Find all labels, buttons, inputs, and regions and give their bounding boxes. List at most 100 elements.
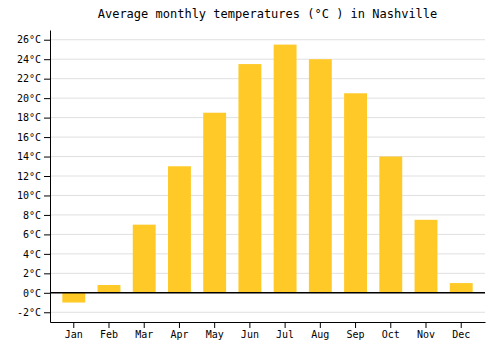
y-tick-label: 16°C [17,132,41,143]
grid-line [50,39,485,40]
bars [62,45,472,303]
x-tick-mark [285,322,286,328]
x-tick-label: Sep [347,329,365,340]
x-tick-mark [108,322,109,328]
y-tick-mark [44,254,50,255]
x-tick-label: Jan [65,329,83,340]
y-tick-label: 2°C [23,268,41,279]
y-tick: 0°C [23,288,50,299]
y-tick-label: 22°C [17,73,41,84]
grid-line [50,195,485,196]
x-tick: Jun [241,322,259,340]
y-tick-label: -2°C [17,307,41,318]
x-tick: Nov [417,322,435,340]
y-tick: 12°C [17,171,50,182]
y-tick-mark [44,98,50,99]
y-tick-mark [44,176,50,177]
grid-line [50,312,485,313]
x-tick-mark [179,322,180,328]
bar [274,45,297,293]
x-tick-label: Dec [452,329,470,340]
zero-line [50,292,485,294]
x-tick: May [206,322,224,340]
x-tick-mark [73,322,74,328]
bar [98,285,121,293]
x-tick-mark [144,322,145,328]
y-tick: 10°C [17,190,50,201]
grid-line [50,292,485,293]
bar [309,59,332,293]
grid [50,40,485,313]
y-tick-label: 10°C [17,190,41,201]
bar [203,113,226,293]
x-tick: Mar [135,322,153,340]
bar [168,166,191,293]
y-tick-label: 0°C [23,288,41,299]
x-tick-mark [320,322,321,328]
x-tick: Feb [100,322,118,340]
y-tick-label: 26°C [17,34,41,45]
x-tick-label: Apr [170,329,188,340]
grid-line [50,176,485,177]
x-tick-mark [214,322,215,328]
plot: -2°C 0°C 2°C 4°C 6°C 8°C 10°C 12°C 14°C 16°C 18°C 2… [17,31,486,341]
x-tick-label: May [206,329,224,340]
y-tick-mark [44,59,50,60]
grid-line [50,59,485,60]
x-tick-label: Oct [382,329,400,340]
x-tick: Dec [452,322,470,340]
x-tick: Oct [382,322,400,340]
y-tick-label: 20°C [17,93,41,104]
y-tick-label: 12°C [17,171,41,182]
y-tick-mark [44,137,50,138]
y-tick: 8°C [23,210,50,221]
y-tick-label: 24°C [17,54,41,65]
x-tick-label: Aug [311,329,329,340]
y-tick-mark [44,293,50,294]
y-tick: 2°C [23,268,50,279]
y-tick: 18°C [17,112,50,123]
title: Average monthly temperatures (°C ) in Na… [98,7,438,21]
y-tick-mark [44,312,50,313]
x-tick: Sep [347,322,365,340]
x-tick-label: Mar [135,329,153,340]
grid-line [50,98,485,99]
bar [450,283,473,293]
y-tick: 4°C [23,249,50,260]
bar [62,293,85,303]
y-tick-mark [44,273,50,274]
y-tick-mark [44,215,50,216]
x-tick: Aug [311,322,329,340]
y-tick-label: 14°C [17,151,41,162]
y-tick-mark [44,118,50,119]
y-tick-label: 4°C [23,249,41,260]
bar [238,64,261,293]
y-tick-mark [44,195,50,196]
x-tick-label: Jul [276,329,294,340]
grid-line [50,137,485,138]
y-tick: 22°C [17,73,50,84]
y-tick-mark [44,234,50,235]
x-tick: Jan [65,322,83,340]
x-tick-label: Nov [417,329,435,340]
y-tick-label: 6°C [23,229,41,240]
y-tick-mark [44,157,50,158]
grid-line [50,117,485,118]
x-tick-mark [426,322,427,328]
y-tick: 24°C [17,54,50,65]
x-tick-mark [355,322,356,328]
y-tick: 14°C [17,151,50,162]
y-tick: 26°C [17,34,50,45]
x-tick: Apr [170,322,188,340]
bar [415,220,438,293]
y-axis-line [50,31,51,323]
x-tick-mark [390,322,391,328]
x-axis: Jan Feb Mar Apr May Jun Jul Aug Sep Oct Nov Dec [51,322,486,340]
x-tick-mark [461,322,462,328]
bar [379,157,402,293]
y-tick-mark [44,40,50,41]
y-tick: 6°C [23,229,50,240]
bar [133,225,156,293]
y-tick-label: 8°C [23,210,41,221]
chart: -2°C 0°C 2°C 4°C 6°C 8°C 10°C 12°C 14°C 16°C 18°C 2… [0,0,500,350]
